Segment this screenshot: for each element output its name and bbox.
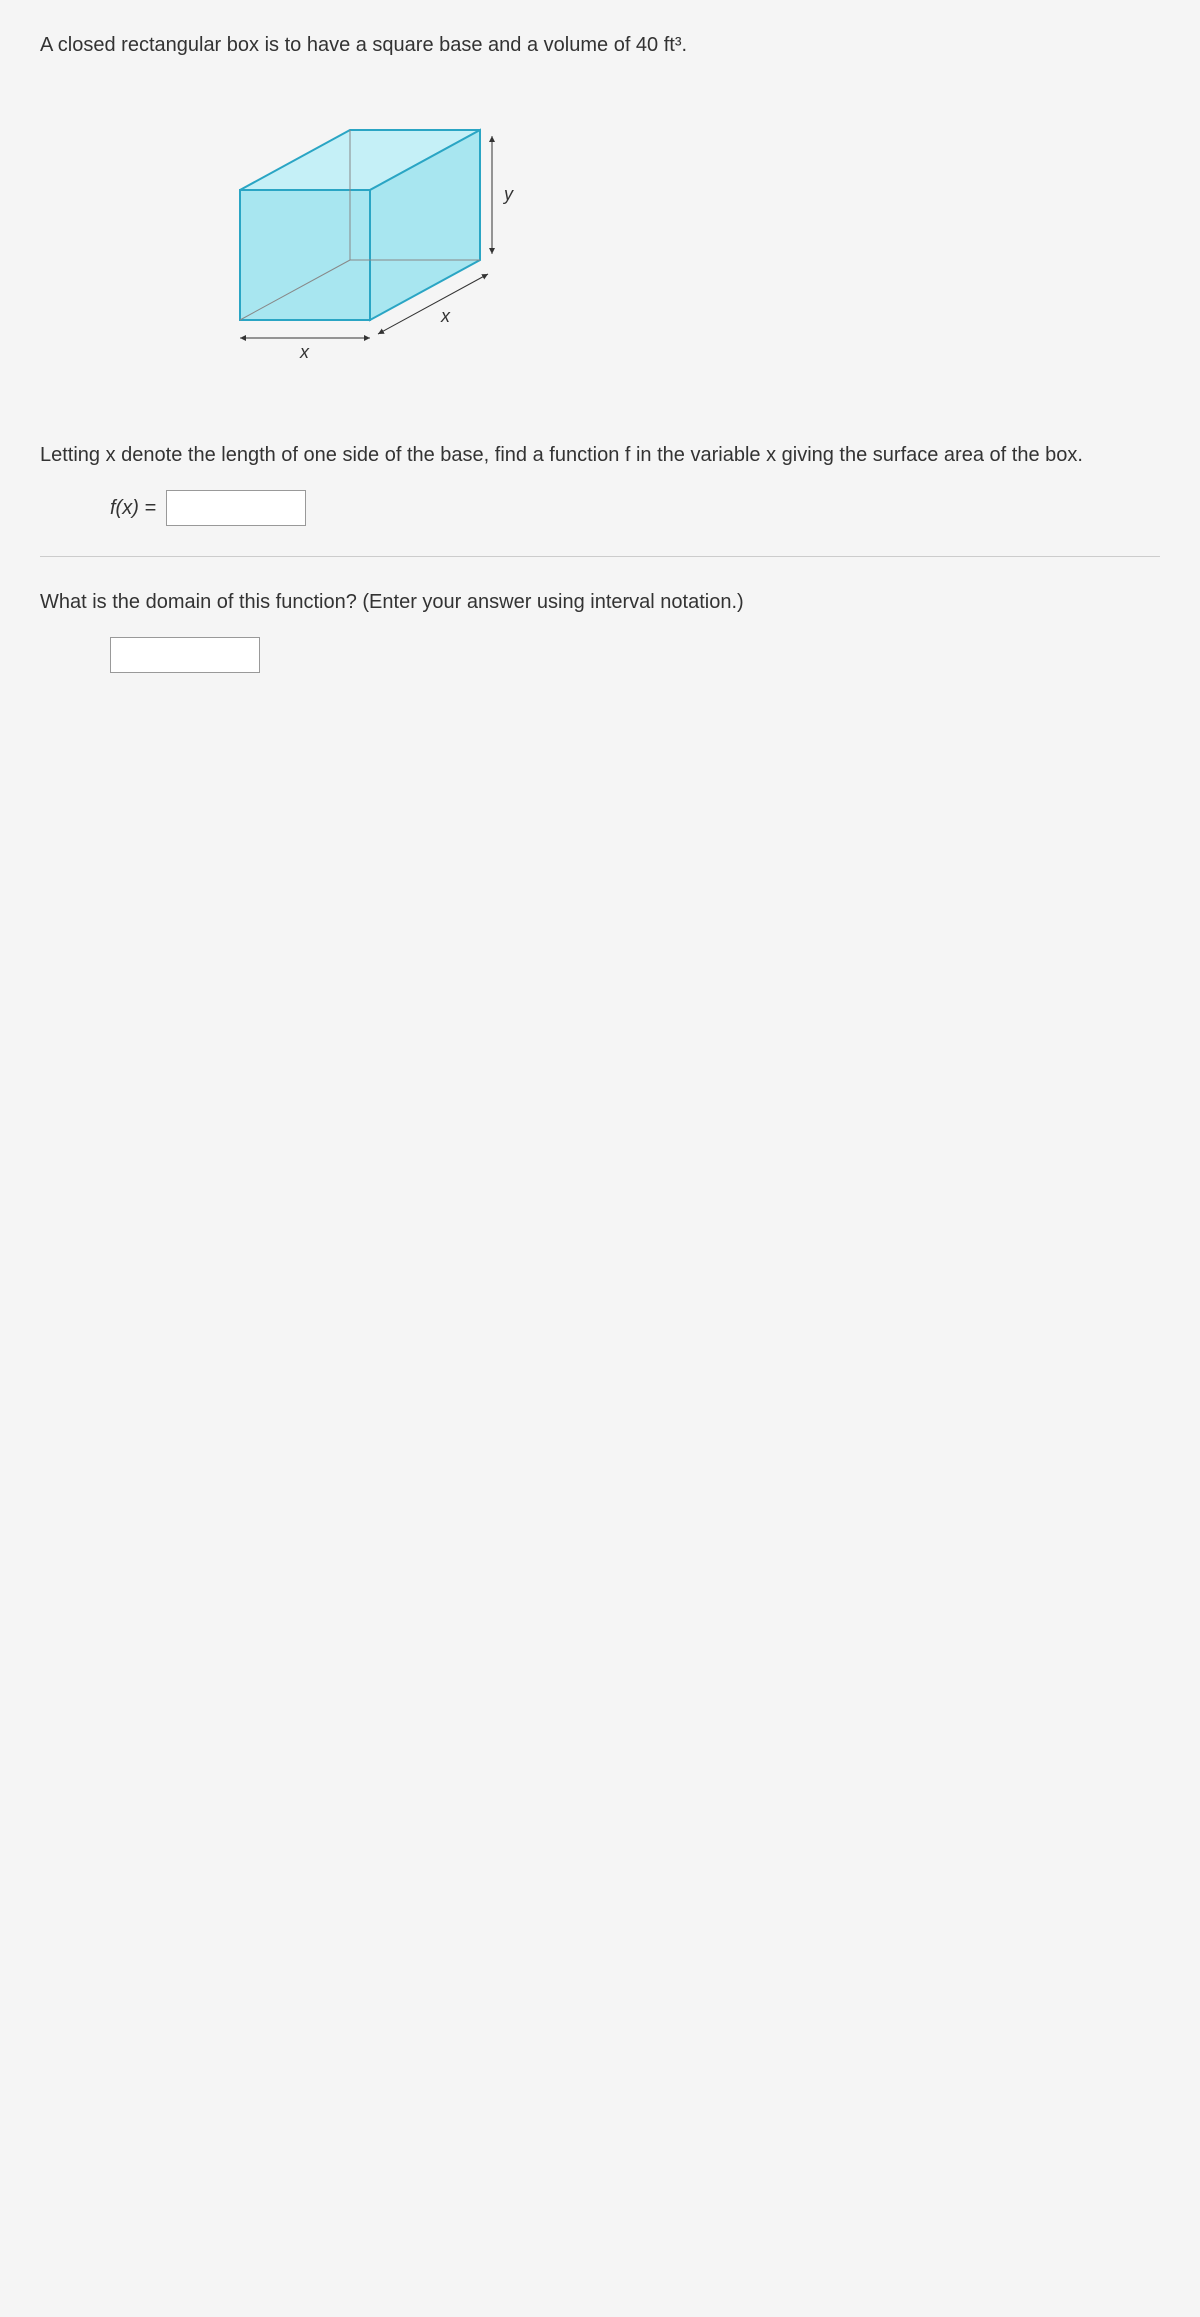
domain-input[interactable]	[110, 637, 260, 673]
separator	[40, 556, 1160, 557]
svg-text:y: y	[502, 184, 514, 204]
svg-text:x: x	[299, 342, 310, 362]
question-part1: Letting x denote the length of one side …	[40, 440, 1160, 470]
problem-intro: A closed rectangular box is to have a sq…	[40, 30, 1160, 60]
box-diagram: y x x	[200, 90, 520, 400]
figure-container: y x x	[40, 90, 1160, 400]
fx-answer-row: f(x) =	[40, 490, 1160, 526]
svg-text:x: x	[440, 306, 451, 326]
fx-input[interactable]	[166, 490, 306, 526]
question-part2: What is the domain of this function? (En…	[40, 587, 1160, 617]
fx-label: f(x) =	[110, 497, 156, 520]
